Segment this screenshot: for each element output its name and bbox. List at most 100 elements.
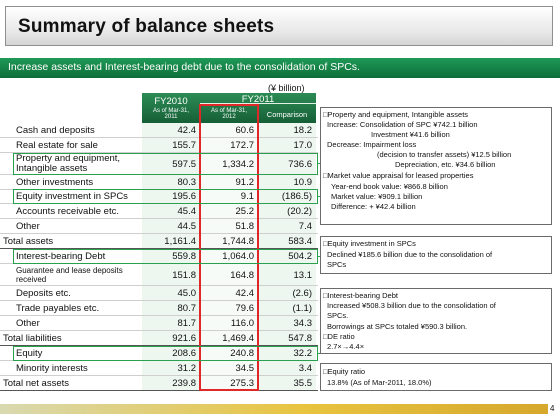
note-text: Increased ¥508.3 billion due to the cons… (327, 301, 496, 310)
table-row: Cash and deposits 42.4 60.6 18.2 (0, 123, 318, 138)
cell-comparison: 7.4 (298, 221, 312, 232)
cell-fy2010: 155.7 (172, 140, 196, 151)
note-text: Decrease: Impairment loss (327, 140, 417, 149)
cell-fy2010: 80.7 (177, 303, 197, 314)
cell-comparison: (2.6) (292, 288, 312, 299)
cell-comparison: 547.8 (288, 333, 312, 344)
banner: Increase assets and Interest-bearing deb… (0, 58, 560, 78)
cell-fy2011: 91.2 (235, 177, 255, 188)
comparison-label: Comparison (266, 110, 308, 119)
row-label: Interest-bearing Debt (16, 251, 106, 262)
note-text: Difference: + ¥42.4 billion (331, 202, 416, 211)
cell-comparison: 504.2 (288, 251, 312, 262)
cell-fy2010: 1,161.4 (164, 236, 196, 247)
cell-fy2010: 151.8 (172, 270, 196, 281)
cell-comparison: 736.6 (288, 159, 312, 170)
note-spc: □Equity investment in SPCs Declined ¥185… (320, 236, 552, 274)
fy2011-highlight-box (199, 104, 259, 391)
highlight-debt (13, 249, 318, 264)
row-label: Trade payables etc. (16, 303, 100, 314)
row-label: Other (16, 318, 40, 329)
cell-fy2011: 164.8 (230, 270, 254, 281)
row-label: Accounts receivable etc. (16, 206, 119, 217)
cell-fy2011: 51.8 (235, 221, 255, 232)
table-row: Minority interests 31.2 34.5 3.4 (0, 361, 318, 376)
cell-comparison: 35.5 (293, 378, 313, 389)
table-row-total: Total liabilities 921.6 1,469.4 547.8 (0, 331, 318, 346)
note-heading: □Property and equipment, Intangible asse… (323, 110, 469, 119)
note-text: Increase: Consolidation of SPC ¥742.1 bi… (327, 120, 478, 129)
row-label: Equity investment in SPCs (16, 191, 128, 202)
row-label: Real estate for sale (16, 140, 98, 151)
cell-fy2011: 79.6 (235, 303, 255, 314)
cell-comparison: 10.9 (293, 177, 313, 188)
cell-fy2010: 208.6 (172, 348, 196, 359)
footer-bar (0, 404, 548, 414)
note-text: Investment ¥41.6 billion (371, 130, 450, 139)
row-label: Equity (16, 348, 43, 359)
col2-sub2: 2012 (222, 114, 236, 120)
note-text: Market value: ¥909.1 billion (331, 192, 423, 201)
table-row: Guarantee and lease deposits received 15… (0, 264, 318, 286)
note-text: (decision to transfer assets) ¥12.5 bill… (377, 150, 512, 159)
note-heading: □Market value appraisal for leased prope… (323, 171, 474, 180)
cell-comparison: (1.1) (292, 303, 312, 314)
highlight-property (13, 153, 318, 175)
row-label: Total liabilities (3, 333, 62, 344)
col2-sub1: As of Mar-31, (210, 108, 247, 114)
row-label: Property and equipment, (16, 153, 121, 164)
cell-fy2010: 42.4 (177, 125, 197, 136)
page-title: Summary of balance sheets (18, 16, 275, 37)
cell-comparison: 17.0 (293, 140, 313, 151)
note-property-equipment: □Property and equipment, Intangible asse… (320, 107, 552, 225)
header-fy2010 (142, 93, 200, 123)
cell-fy2011: 9.1 (240, 191, 254, 202)
row-label: Cash and deposits (16, 125, 95, 136)
row-label: Deposits etc. (16, 288, 71, 299)
fy2011-label: FY2011 (241, 94, 275, 105)
note-heading: □Equity investment in SPCs (323, 239, 416, 248)
cell-fy2011: 34.5 (235, 363, 255, 374)
note-text: Depreciation, etc. ¥34.6 billion (395, 160, 496, 169)
note-text: Year-end book value: ¥866.8 billion (331, 182, 448, 191)
note-text: SPCs (327, 260, 347, 269)
cell-fy2010: 81.7 (177, 318, 197, 329)
table-row: Other investments 80.3 91.2 10.9 (0, 175, 318, 190)
cell-fy2011: 1,334.2 (222, 159, 254, 170)
row-label: Other investments (16, 177, 94, 188)
table-row: Accounts receivable etc. 45.4 25.2 (20.2… (0, 204, 318, 219)
note-text: 13.8% (As of Mar-2011, 18.0%) (327, 378, 432, 387)
cell-fy2010: 239.8 (172, 378, 196, 389)
cell-fy2010: 559.8 (172, 251, 196, 262)
cell-comparison: 34.3 (293, 318, 313, 329)
note-text: Declined ¥185.6 billion due to the conso… (327, 250, 493, 259)
highlight-equity (13, 346, 318, 361)
note-interest-bearing-debt: □Interest-bearing Debt Increased ¥508.3 … (320, 288, 552, 354)
cell-fy2010: 31.2 (177, 363, 197, 374)
row-label: Other (16, 221, 40, 232)
title-box: Summary of balance sheets (5, 6, 553, 46)
cell-fy2010: 45.4 (177, 206, 197, 217)
cell-comparison: 18.2 (293, 125, 313, 136)
cell-fy2011: 172.7 (230, 140, 254, 151)
header-divider (200, 103, 316, 104)
cell-comparison: 3.4 (298, 363, 312, 374)
row-label: Guarantee and lease deposits received (16, 266, 123, 284)
cell-fy2011: 60.6 (235, 125, 255, 136)
highlight-spc (13, 189, 318, 204)
row-label-line2: Intangible assets (16, 163, 88, 174)
row-label: Total net assets (3, 378, 70, 389)
cell-comparison: (186.5) (281, 191, 312, 202)
unit-label: (¥ billion) (268, 83, 305, 93)
note-text: SPCs. (327, 311, 349, 320)
cell-fy2011: 42.4 (235, 288, 255, 299)
note-text: 2.7×→4.4× (327, 342, 365, 351)
fy2010-label: FY2010 (154, 96, 188, 107)
note-heading: □Interest-bearing Debt (323, 291, 398, 300)
cell-fy2011: 25.2 (235, 206, 255, 217)
cell-fy2010: 597.5 (172, 159, 196, 170)
page-number: 4 (550, 404, 555, 413)
note-equity-ratio: □Equity ratio 13.8% (As of Mar-2011, 18.… (320, 363, 552, 391)
note-text: Borrowings at SPCs totaled ¥590.3 billio… (327, 322, 468, 331)
note-heading: □Equity ratio (323, 367, 366, 376)
